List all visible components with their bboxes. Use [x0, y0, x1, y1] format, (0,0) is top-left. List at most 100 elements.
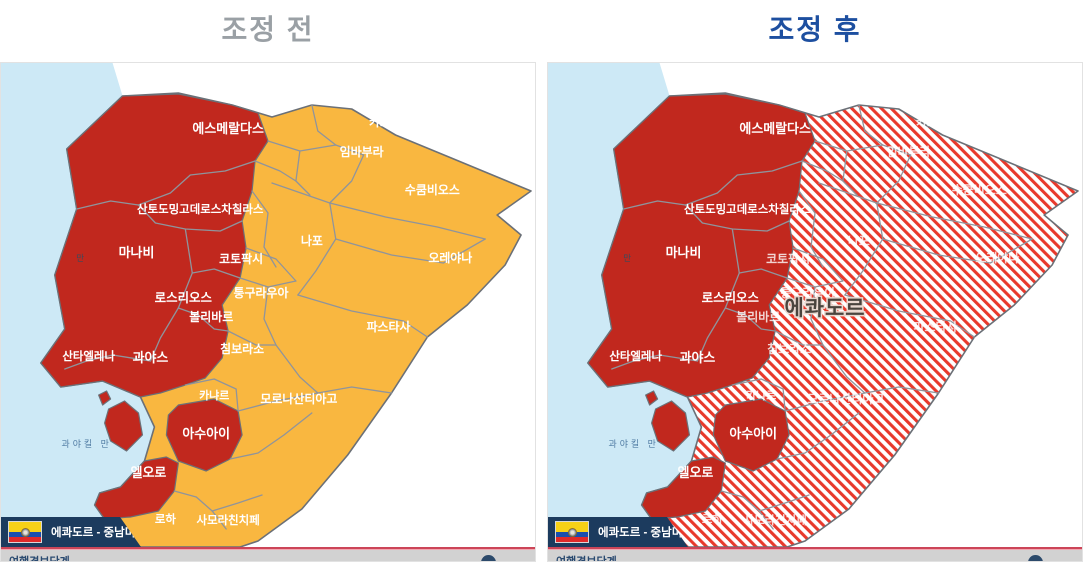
province-border: [191, 268, 241, 279]
province-label-level3: 엘오로: [131, 465, 167, 480]
province-border: [724, 307, 776, 332]
province-border: [64, 354, 152, 370]
province-border: [814, 140, 912, 156]
province-border: [611, 354, 699, 370]
province-label-level2: 코토팍시: [219, 251, 263, 266]
province-label-level3: 에스메랄다스: [192, 121, 264, 136]
banner-label: 에콰도르 - 중남미: [598, 527, 683, 539]
ecuador-flag-icon: [555, 521, 589, 543]
province-border: [818, 182, 1033, 240]
province-border: [738, 268, 788, 279]
province-border: [801, 160, 844, 182]
alert-level3-region: [104, 400, 144, 452]
province-label-level2: 임바부라: [340, 144, 384, 159]
province-border: [329, 154, 365, 204]
province-label-level2: 볼리바르: [189, 309, 233, 324]
province-border: [267, 140, 365, 156]
province-label-level2: 침보라소: [767, 341, 811, 356]
province-border: [254, 160, 297, 182]
ecuador-flag-icon: [8, 521, 42, 543]
province-border: [271, 182, 486, 240]
province-border: [758, 494, 810, 512]
province-border: [882, 238, 1033, 264]
province-border: [810, 286, 824, 346]
alert-level3-region: [651, 400, 691, 452]
province-border: [297, 294, 429, 338]
title-after-adjustment: 조정 후: [768, 14, 862, 45]
province-label-level3: 산타엘레나: [609, 349, 662, 363]
province-border: [184, 378, 239, 412]
province-label-level2: 임바부라: [887, 144, 931, 159]
province-label-level2: 나포: [301, 233, 323, 248]
alert-level3-region: [98, 390, 112, 406]
province-label-level3: 엘오로: [678, 465, 714, 480]
province-border: [792, 247, 844, 282]
province-border: [844, 202, 884, 296]
province-label-level2: 오레야나: [428, 250, 472, 265]
province-label-level2: 파스타사: [914, 319, 958, 334]
country-banner: 에콰도르 - 중남미: [1, 517, 141, 547]
footer-strip: 여행경보단계: [1, 550, 535, 562]
info-circle-button[interactable]: [1028, 555, 1043, 561]
province-border: [335, 238, 486, 264]
province-border: [776, 412, 860, 460]
province-label-level2: 수쿰비오스: [405, 182, 460, 197]
province-label-level2: 오레야나: [975, 250, 1019, 265]
province-label-level3: 아수아이: [182, 426, 230, 441]
province-label-level3: 마나비: [666, 245, 702, 260]
province-border: [784, 392, 866, 412]
footer-strip: 여행경보단계: [548, 550, 1082, 561]
title-before-adjustment: 조정 전: [221, 14, 315, 45]
province-label-level2: 로하: [155, 512, 177, 526]
alert-level3-region: [645, 390, 659, 406]
province-border: [774, 330, 824, 346]
province-border: [173, 490, 227, 530]
province-label-level2: 로하: [702, 512, 724, 526]
province-label-level2: 카르치: [369, 114, 402, 129]
province-border: [177, 307, 229, 332]
province-border: [822, 344, 866, 394]
province-label-level3: 산토도밍고데로스차칠라스: [684, 202, 811, 216]
province-label-level2: 코토팍시: [766, 251, 810, 266]
province-label-level3: 과야스: [133, 350, 169, 365]
province-border: [844, 294, 976, 338]
province-border: [623, 160, 803, 210]
province-label-level3: 과야스: [680, 350, 716, 365]
province-label-level2: 수쿰비오스: [952, 182, 1007, 197]
province-label-level3: 로스리오스: [155, 290, 213, 305]
alert-level3-region: [165, 398, 243, 472]
info-circle-button[interactable]: [481, 555, 496, 561]
province-border: [731, 378, 786, 412]
province-label-level2: 사모라친치페: [197, 513, 260, 527]
province-border: [245, 247, 297, 282]
province-border: [237, 392, 319, 412]
province-label-level3: 마나비: [119, 245, 155, 260]
sea-label: 과야킬 만: [608, 439, 658, 449]
sea-label: 과야킬 만: [61, 439, 111, 449]
province-border: [76, 160, 256, 210]
advisory-level-label: 여행경보단계: [9, 556, 70, 562]
divider-line: [548, 547, 1082, 550]
province-label-level3: 산타엘레나: [62, 349, 115, 363]
province-border: [229, 412, 313, 460]
map-panel-before: 만 과야킬 만 카르치 임바부라 수쿰비오스 나포 코토팍시 오레야나 퉁구라우아 볼리바르 파스타…: [0, 62, 536, 562]
province-label-level2: 카냐르: [746, 388, 776, 402]
province-label-level2: 모로나산티아고: [807, 391, 884, 406]
province-label-level3: 에스메랄다스: [739, 121, 811, 136]
province-label-level2: 카냐르: [199, 388, 229, 402]
province-border: [275, 344, 319, 394]
province-border: [858, 104, 884, 146]
province-border: [864, 386, 940, 394]
province-label-level3: 산토도밍고데로스차칠라스: [137, 202, 264, 216]
province-border: [311, 104, 337, 146]
province-label-level2: 볼리바르: [736, 309, 780, 324]
province-label-level2: 사모라친치페: [744, 513, 807, 527]
province-label-level2: 침보라소: [220, 341, 264, 356]
sea-label: 만: [623, 253, 632, 263]
alert-level3-region: [712, 398, 790, 472]
province-label-level3: 아수아이: [729, 426, 777, 441]
country-banner: 에콰도르 - 중남미: [548, 517, 688, 547]
province-border: [876, 154, 912, 204]
province-label-level2: 퉁구라우아: [234, 285, 289, 300]
